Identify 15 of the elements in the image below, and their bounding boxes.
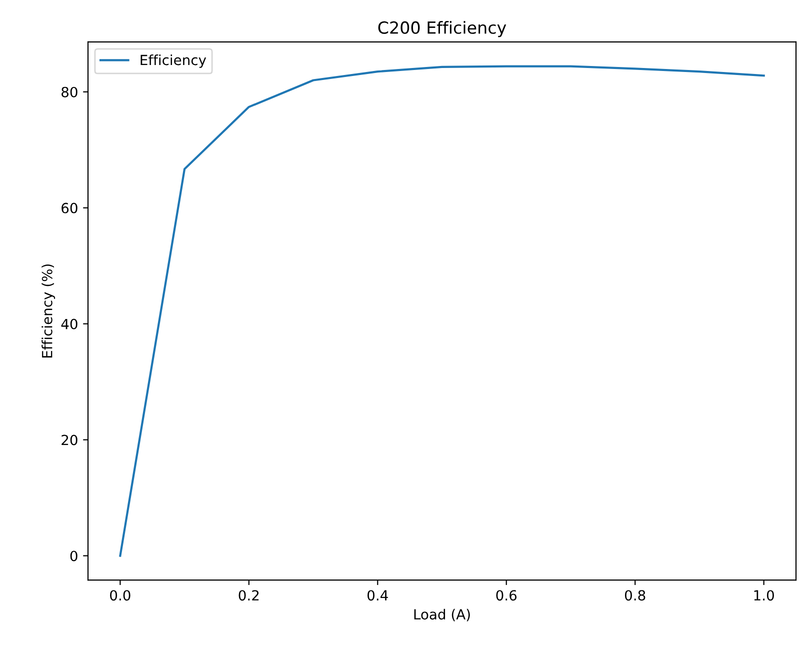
chart-title: C200 Efficiency: [378, 20, 506, 38]
y-axis-title: Efficiency (%): [42, 264, 56, 358]
y-tick-label: 40: [61, 318, 78, 330]
x-tick-label: 0.6: [496, 590, 517, 601]
x-tick-label: 1.0: [754, 590, 774, 601]
x-tick-label: 0.8: [624, 590, 646, 601]
x-tick-label: 0.0: [110, 590, 130, 601]
y-tick-label: 60: [62, 202, 78, 214]
y-tick-label: 80: [62, 86, 78, 98]
x-tick-label: 0.4: [368, 590, 388, 601]
x-axis-title: Load (A): [414, 608, 470, 622]
y-tick-label: 20: [62, 434, 78, 446]
y-tick-label: 0: [70, 550, 78, 562]
legend-label: Efficiency: [140, 54, 206, 68]
x-tick-label: 0.2: [238, 590, 259, 601]
